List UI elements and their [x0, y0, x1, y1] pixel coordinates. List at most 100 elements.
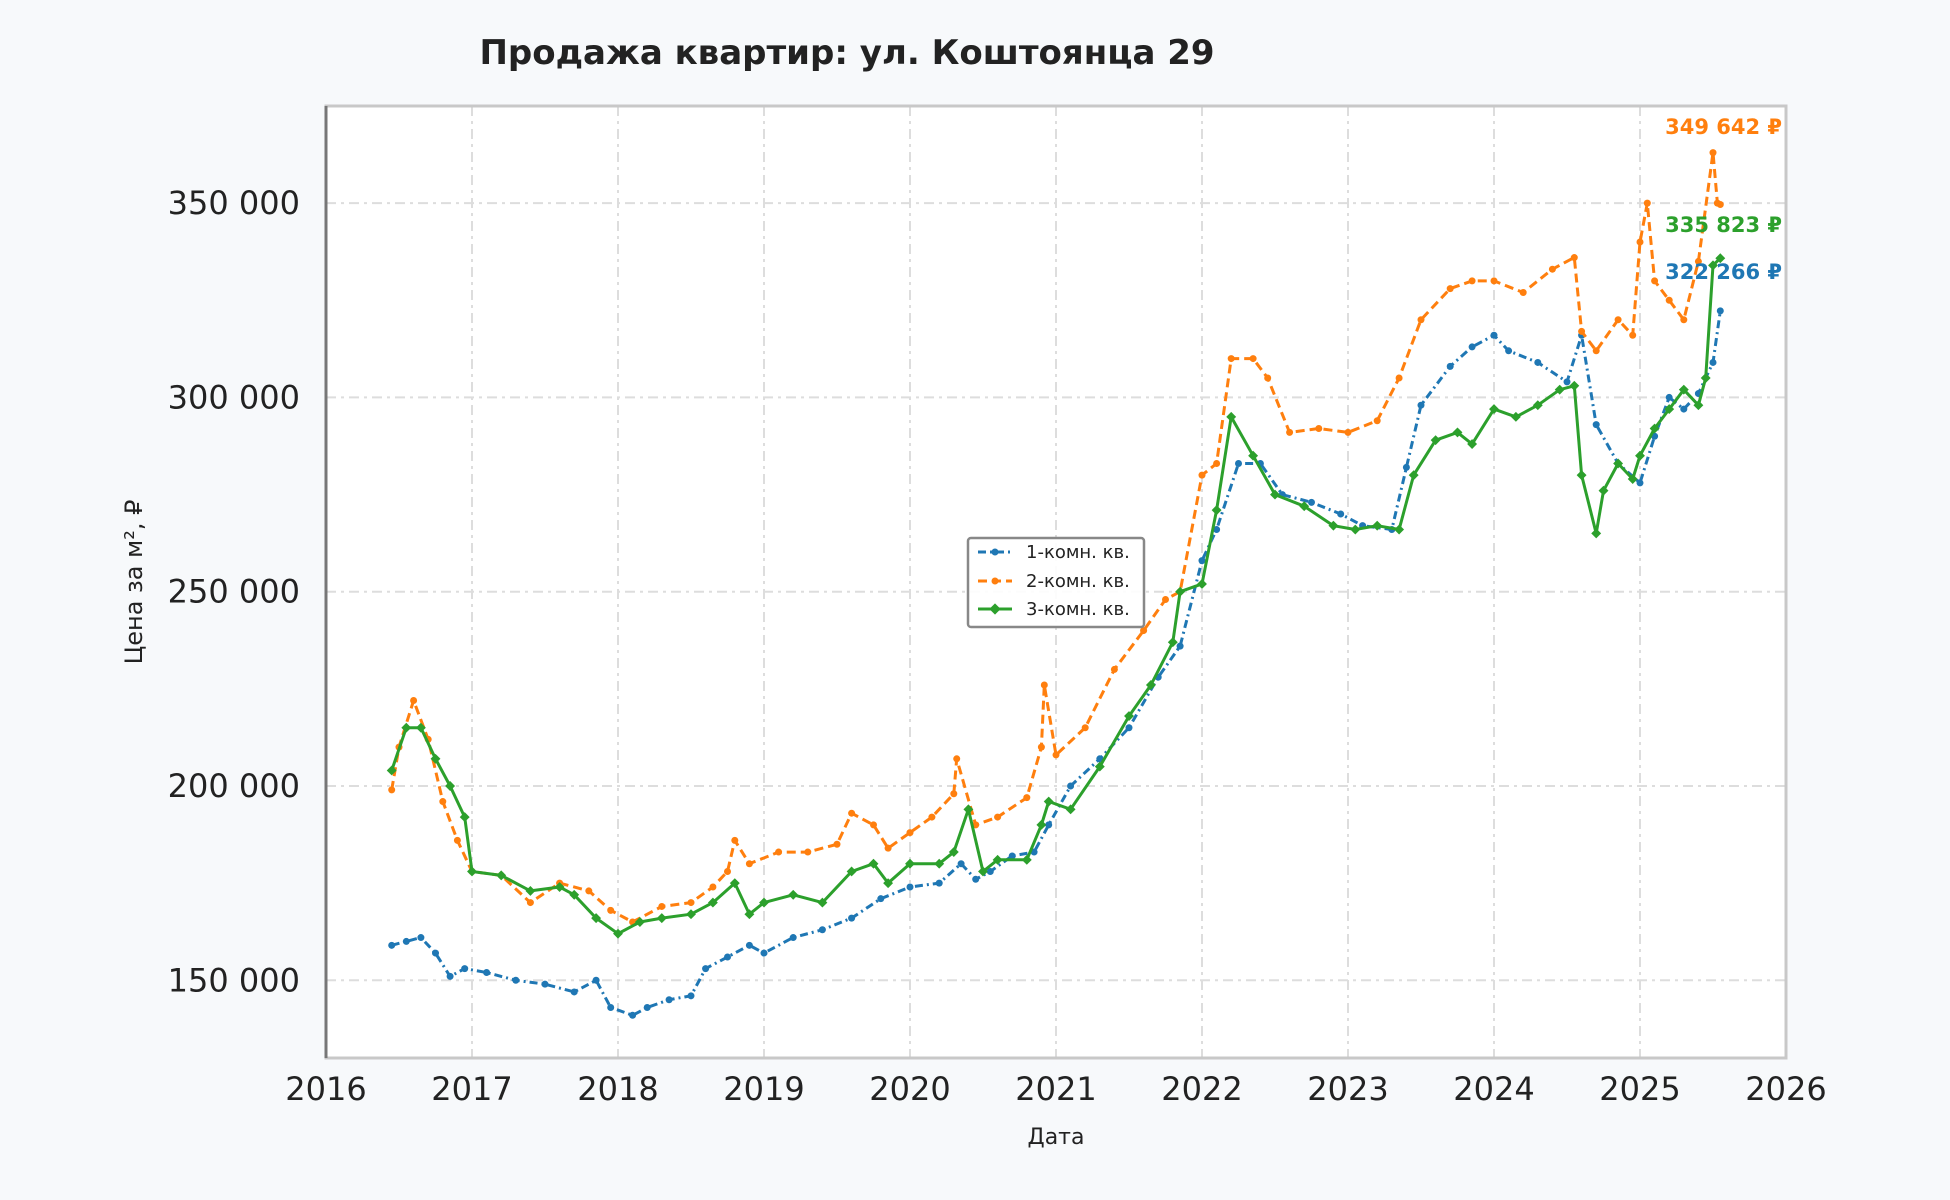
data-point — [1344, 428, 1352, 436]
data-point — [1145, 680, 1156, 690]
legend-marker-2 — [991, 577, 999, 585]
data-point — [957, 860, 965, 868]
data-point — [1715, 253, 1726, 264]
data-point — [950, 790, 958, 798]
series-lines — [386, 149, 1726, 1019]
data-point — [1446, 285, 1454, 293]
data-point — [607, 906, 615, 914]
data-point — [1140, 627, 1148, 635]
data-point — [775, 848, 783, 856]
data-point — [430, 753, 441, 764]
y-axis-label: Цена за м², ₽ — [120, 500, 148, 665]
y-tick-label: 250 000 — [168, 573, 300, 611]
data-point — [1008, 852, 1016, 860]
series-line-2 — [390, 151, 1721, 924]
data-point — [569, 889, 580, 900]
x-tick-label: 2016 — [285, 1070, 366, 1108]
data-point — [1708, 260, 1718, 271]
data-point — [554, 882, 565, 892]
y-tick-label: 350 000 — [168, 184, 300, 222]
data-point — [1198, 557, 1206, 565]
data-point — [1110, 665, 1118, 673]
data-point — [1176, 642, 1184, 650]
data-point — [687, 992, 695, 1000]
data-point — [745, 860, 753, 868]
data-point — [760, 949, 768, 957]
data-point — [707, 897, 718, 908]
x-tick-label: 2021 — [1015, 1070, 1096, 1108]
data-point — [1197, 578, 1207, 589]
data-point — [1468, 343, 1476, 351]
data-point — [525, 885, 536, 896]
y-tick-label: 200 000 — [168, 767, 300, 805]
data-point — [453, 836, 461, 844]
data-point — [1175, 586, 1186, 597]
data-point — [1227, 355, 1235, 363]
data-point — [1249, 355, 1257, 363]
data-point — [1372, 520, 1383, 531]
data-point — [1534, 358, 1542, 366]
data-point — [729, 878, 740, 889]
legend-marker-1 — [991, 548, 999, 556]
legend: 1-комн. кв. 2-комн. кв. 3-комн. кв. — [966, 536, 1146, 629]
data-point — [1490, 331, 1498, 339]
data-point — [1315, 425, 1323, 433]
data-point — [1570, 254, 1578, 262]
data-point — [1096, 755, 1104, 763]
x-tick-label: 2022 — [1161, 1070, 1242, 1108]
data-point — [1417, 316, 1425, 324]
data-point — [702, 965, 710, 973]
data-point — [963, 804, 974, 815]
data-point — [1446, 362, 1454, 370]
data-point — [986, 867, 994, 875]
y-tick-label: 150 000 — [168, 961, 300, 999]
data-point — [1402, 463, 1410, 471]
data-point — [1709, 149, 1717, 157]
data-point — [401, 722, 412, 733]
x-tick-label: 2026 — [1745, 1070, 1826, 1108]
data-point — [1452, 427, 1463, 438]
data-point — [388, 941, 396, 949]
data-point — [1548, 265, 1556, 273]
end-value-label: 335 823 ₽ — [1665, 213, 1782, 237]
data-point — [870, 821, 877, 829]
data-point — [972, 875, 980, 883]
data-point — [1664, 404, 1675, 415]
data-point — [877, 895, 885, 903]
x-axis-label: Дата — [1028, 1125, 1085, 1150]
data-point — [905, 858, 915, 869]
data-point — [934, 858, 945, 869]
data-point — [402, 937, 410, 945]
data-point — [1248, 450, 1259, 461]
series-line-3 — [390, 257, 1722, 936]
data-point — [1554, 384, 1565, 395]
data-point — [658, 902, 666, 910]
data-point — [848, 914, 856, 922]
data-point — [1578, 327, 1586, 335]
data-point — [1162, 595, 1169, 603]
data-point — [1592, 347, 1600, 355]
data-point — [1665, 296, 1673, 304]
data-point — [1023, 794, 1031, 802]
x-tick-label: 2017 — [431, 1070, 512, 1108]
tick-labels: 2016 2017 2018 2019 2020 2021 2022 2023 2024 2025… — [168, 184, 1827, 1108]
data-point — [1045, 821, 1053, 829]
data-point — [759, 897, 769, 908]
data-point — [388, 786, 396, 794]
data-point — [1408, 470, 1419, 481]
data-point — [1308, 498, 1315, 506]
data-point — [1052, 751, 1060, 759]
data-point — [1680, 405, 1688, 413]
data-point — [1694, 257, 1702, 265]
data-point — [1373, 417, 1381, 425]
data-point — [935, 879, 943, 887]
legend-label-1: 1-комн. кв. — [1026, 542, 1130, 563]
data-point — [1299, 501, 1310, 512]
data-point — [1716, 307, 1724, 315]
data-point — [1067, 782, 1075, 790]
data-point — [731, 836, 739, 844]
data-point — [1592, 421, 1600, 429]
data-point — [512, 976, 520, 984]
data-point — [687, 899, 695, 907]
